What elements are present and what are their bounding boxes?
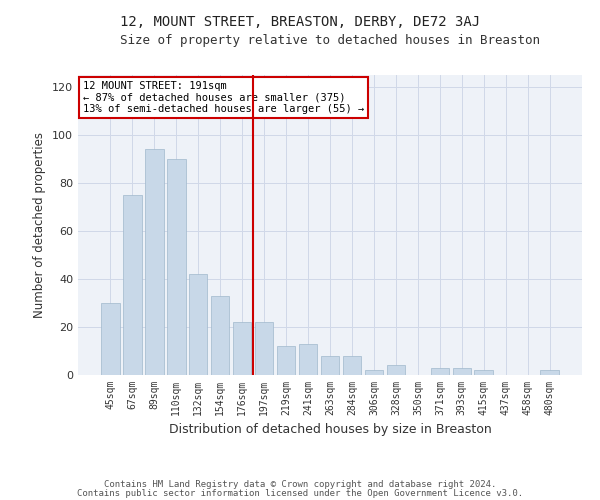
Bar xyxy=(299,344,317,375)
Bar xyxy=(145,150,164,375)
Bar xyxy=(233,322,251,375)
Bar xyxy=(211,296,229,375)
Text: 12, MOUNT STREET, BREASTON, DERBY, DE72 3AJ: 12, MOUNT STREET, BREASTON, DERBY, DE72 … xyxy=(120,15,480,29)
Text: Contains public sector information licensed under the Open Government Licence v3: Contains public sector information licen… xyxy=(77,488,523,498)
Bar xyxy=(320,356,340,375)
Bar xyxy=(101,303,119,375)
Bar xyxy=(386,366,405,375)
Bar xyxy=(541,370,559,375)
Bar xyxy=(277,346,295,375)
Text: 12 MOUNT STREET: 191sqm
← 87% of detached houses are smaller (375)
13% of semi-d: 12 MOUNT STREET: 191sqm ← 87% of detache… xyxy=(83,81,364,114)
Bar xyxy=(475,370,493,375)
X-axis label: Distribution of detached houses by size in Breaston: Distribution of detached houses by size … xyxy=(169,424,491,436)
Y-axis label: Number of detached properties: Number of detached properties xyxy=(34,132,46,318)
Bar xyxy=(365,370,383,375)
Bar xyxy=(255,322,274,375)
Bar xyxy=(167,159,185,375)
Bar xyxy=(343,356,361,375)
Bar xyxy=(123,195,142,375)
Title: Size of property relative to detached houses in Breaston: Size of property relative to detached ho… xyxy=(120,34,540,48)
Bar xyxy=(452,368,471,375)
Text: Contains HM Land Registry data © Crown copyright and database right 2024.: Contains HM Land Registry data © Crown c… xyxy=(104,480,496,489)
Bar xyxy=(431,368,449,375)
Bar xyxy=(189,274,208,375)
